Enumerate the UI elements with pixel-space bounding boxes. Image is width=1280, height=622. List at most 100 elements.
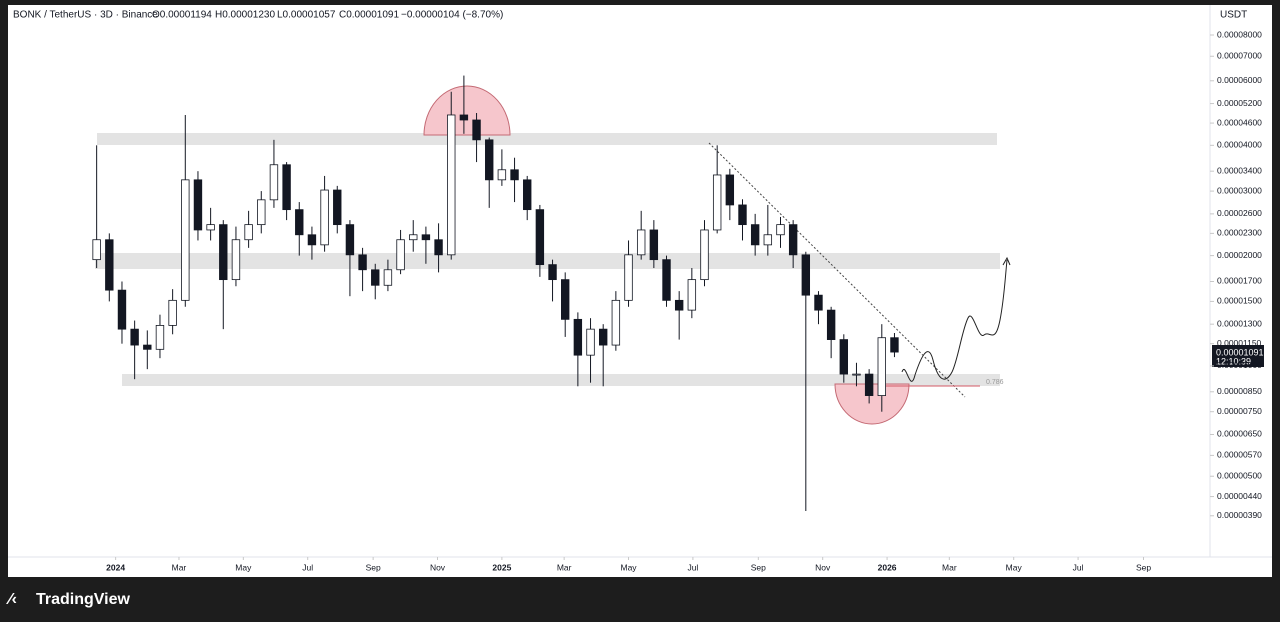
y-tick-label: 0.00003000 [1217, 185, 1262, 195]
y-tick-label: 0.00000650 [1217, 429, 1262, 439]
candle-body [814, 294, 823, 311]
candle-body [358, 254, 367, 271]
countdown: 12:10:39 [1216, 356, 1251, 366]
candle-body [409, 234, 418, 241]
candle-body [725, 174, 735, 206]
candle-body [485, 139, 494, 181]
candle-body [434, 239, 443, 256]
y-tick-label: 0.00001000 [1217, 360, 1262, 370]
candle-body [472, 119, 481, 141]
candle-body [890, 337, 899, 353]
support-zone [122, 374, 1000, 386]
candle-body [674, 299, 684, 311]
candle-body [168, 299, 177, 326]
candle-body [269, 164, 279, 201]
x-tick-label: Jul [1073, 562, 1084, 572]
x-tick-label: Sep [366, 562, 381, 572]
candle-body [700, 229, 709, 281]
y-tick-label: 0.00001500 [1217, 296, 1262, 306]
candle-body [383, 269, 393, 286]
candle-body [649, 229, 659, 261]
candle-body [636, 229, 646, 256]
ohlc-low: L0.00001057 [277, 10, 336, 21]
candle-body [750, 224, 760, 246]
candle-body [548, 264, 557, 281]
candle-body [839, 339, 849, 375]
candle-body [535, 209, 545, 266]
y-tick-label: 0.00006000 [1217, 75, 1262, 85]
candle-body [598, 328, 608, 346]
x-tick-label: Nov [430, 562, 446, 572]
x-tick-label: Nov [815, 562, 831, 572]
change-label: −0.00000104 (−8.70%) [401, 10, 503, 21]
trend-line [708, 142, 966, 398]
candle-body [788, 224, 798, 256]
candle-body [117, 289, 127, 330]
currency: USDT [1220, 10, 1247, 21]
candle-body [573, 318, 583, 356]
candles [92, 75, 899, 511]
candle-body [586, 328, 595, 356]
candle-body [155, 325, 165, 350]
candle-body [877, 337, 886, 396]
x-tick-label: May [235, 562, 252, 572]
x-tick-label: Mar [557, 562, 572, 572]
candle-body [244, 224, 253, 241]
candle-body [523, 179, 532, 211]
candle-body [447, 114, 456, 256]
candle-body [295, 209, 304, 236]
candle-body [130, 328, 139, 346]
y-tick-label: 0.00008000 [1217, 29, 1262, 39]
projection-arrow [1002, 256, 1011, 266]
candle-body [662, 259, 671, 301]
candle-body [143, 344, 152, 350]
candle-body [371, 269, 380, 286]
candle-body [206, 224, 215, 231]
x-tick-label: Mar [942, 562, 957, 572]
y-tick-label: 0.00002600 [1217, 208, 1262, 218]
candle-body [396, 239, 405, 271]
candle-body [712, 174, 722, 231]
resistance-zone [97, 133, 997, 145]
candle-body [801, 254, 811, 296]
candle-body [193, 179, 203, 231]
symbol-title: BONK / TetherUS · 3D · Binance [13, 10, 158, 21]
candle-body [738, 204, 747, 226]
candle-body [92, 239, 101, 261]
bottom-arc [834, 383, 910, 425]
candle-body [219, 224, 228, 281]
candle-body [105, 239, 114, 291]
candle-body [624, 254, 633, 301]
last-price: 0.00001091 [1216, 347, 1264, 357]
candle-body [561, 279, 570, 320]
candle-body [852, 373, 861, 376]
candle-body [459, 114, 469, 121]
y-tick-label: 0.00004000 [1217, 140, 1262, 150]
x-tick-label: Sep [1136, 562, 1151, 572]
x-tick-label: Sep [751, 562, 766, 572]
candle-body [257, 199, 266, 226]
candle-body [763, 234, 773, 246]
x-tick-label: Jul [302, 562, 313, 572]
candle-body [282, 164, 291, 211]
candle-body [510, 169, 519, 181]
mid-zone [95, 253, 1000, 269]
brand-logo: ⁄‹ [6, 591, 17, 608]
candle-body [345, 224, 355, 256]
ohlc-close: C0.00001091 [339, 10, 399, 21]
candle-body [776, 224, 785, 236]
projection-path [901, 259, 1008, 382]
y-tick-label: 0.00000440 [1217, 491, 1262, 501]
fib-label: 0.786 [986, 379, 1004, 386]
y-tick-label: 0.00002300 [1217, 228, 1262, 238]
candle-body [687, 279, 697, 311]
y-tick-label: 0.00003400 [1217, 165, 1262, 175]
y-tick-label: 0.00000390 [1217, 510, 1262, 520]
x-tick-label: 2025 [492, 562, 511, 572]
candle-body [320, 189, 329, 246]
y-tick-label: 0.00005200 [1217, 98, 1262, 108]
y-tick-label: 0.00000850 [1217, 386, 1262, 396]
y-tick-label: 0.00002000 [1217, 250, 1262, 260]
